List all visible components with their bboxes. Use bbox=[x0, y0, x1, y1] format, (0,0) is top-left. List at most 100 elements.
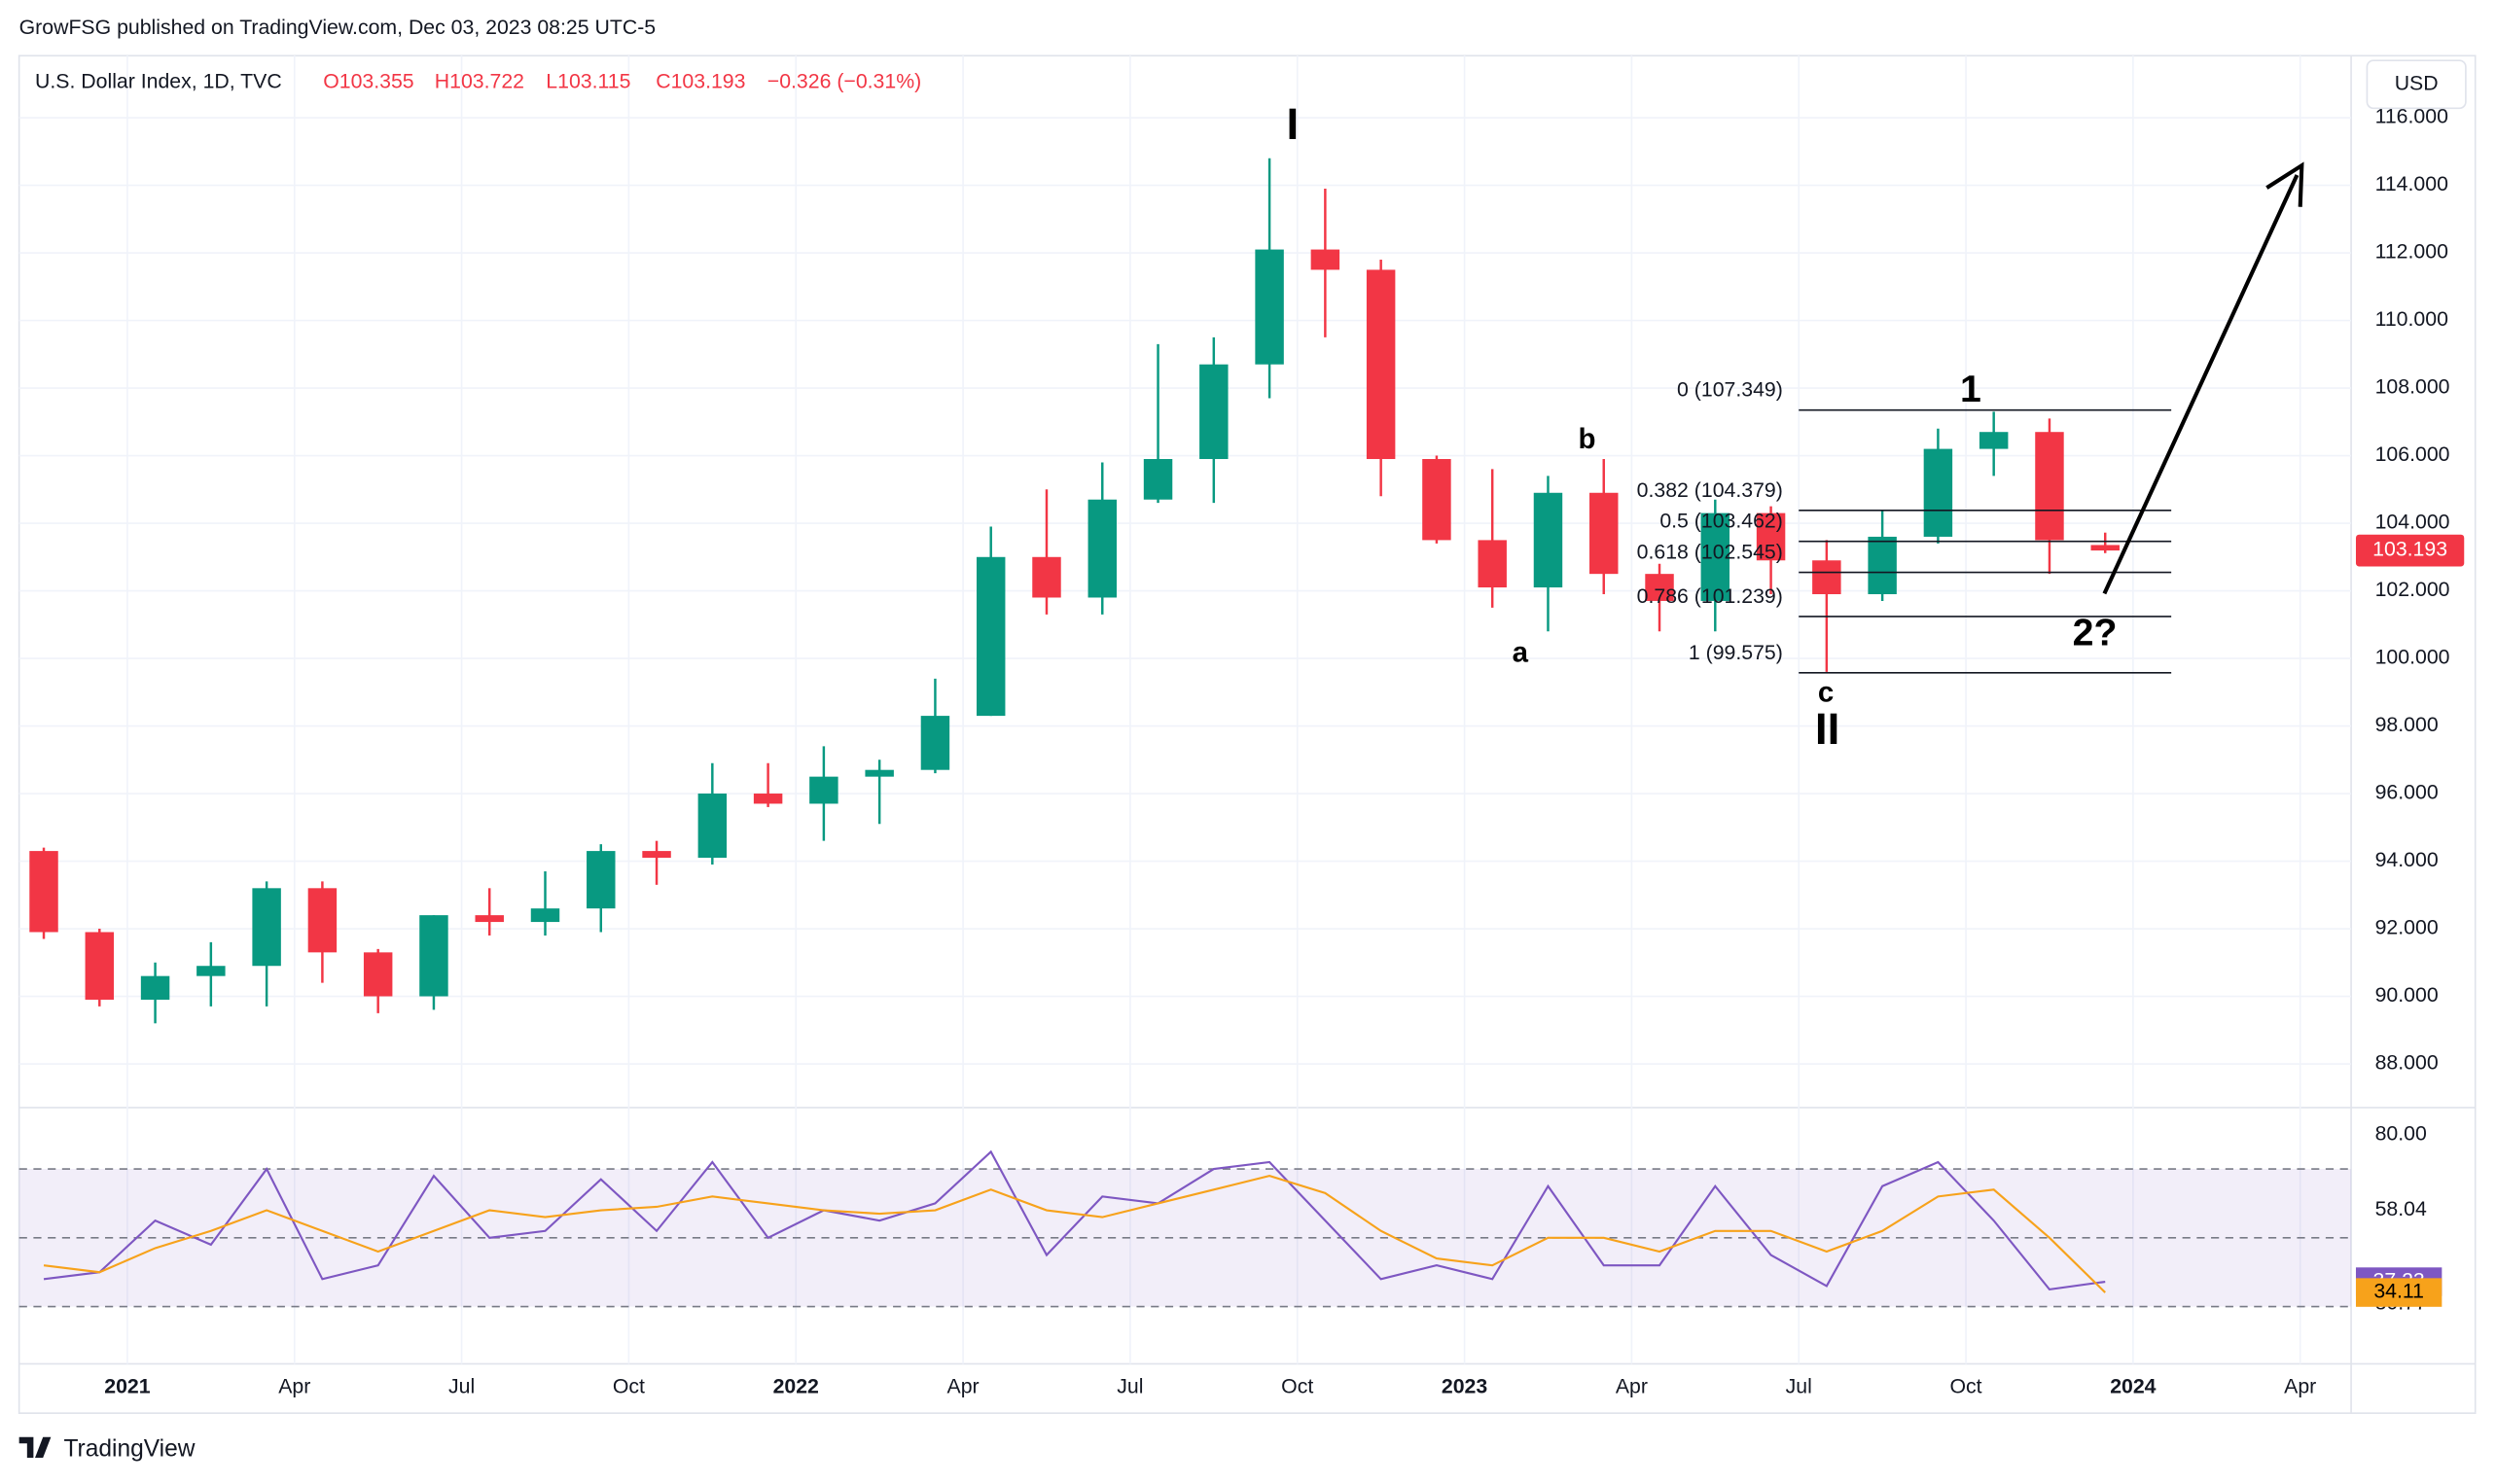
candle-body bbox=[642, 851, 671, 859]
y-tick-label: 94.000 bbox=[2375, 848, 2439, 871]
y-tick-label: 104.000 bbox=[2375, 511, 2450, 534]
wave-label: c bbox=[1818, 676, 1834, 708]
wave-label: II bbox=[1815, 704, 1839, 754]
x-tick-label: 2021 bbox=[104, 1375, 150, 1398]
x-tick-label: Jul bbox=[448, 1375, 475, 1398]
y-tick-label: 110.000 bbox=[2375, 307, 2448, 331]
ohlc-close: C103.193 bbox=[656, 70, 745, 93]
candle-body bbox=[1478, 540, 1507, 588]
x-tick-label: Apr bbox=[947, 1375, 980, 1398]
x-tick-label: 2023 bbox=[1442, 1375, 1487, 1398]
ohlc-high: H103.722 bbox=[435, 70, 524, 93]
plot: 0 (107.349) 0.382 (104.379) 0.5 (103.462) 0… bbox=[18, 158, 2352, 1308]
candle-body bbox=[1143, 459, 1173, 500]
x-tick-label: Apr bbox=[2284, 1375, 2316, 1398]
y-tick-label: 102.000 bbox=[2375, 578, 2450, 601]
candle-body bbox=[1868, 536, 1897, 595]
candle-body bbox=[252, 888, 281, 967]
x-tick-label: 2022 bbox=[773, 1375, 819, 1398]
arrow-head bbox=[2265, 161, 2304, 207]
wave-label: 1 bbox=[1960, 368, 1981, 410]
y-tick-label: 108.000 bbox=[2375, 375, 2450, 399]
y-tick-label: 88.000 bbox=[2375, 1051, 2439, 1075]
candle-body bbox=[920, 716, 950, 770]
candle-body bbox=[1422, 459, 1451, 541]
chart-frame bbox=[18, 54, 2477, 1414]
candle-body bbox=[587, 851, 616, 909]
candle-body bbox=[697, 794, 728, 859]
y-tick-label: 90.000 bbox=[2375, 983, 2439, 1007]
y-tick-label: 100.000 bbox=[2375, 646, 2450, 669]
candle-body bbox=[2090, 545, 2120, 551]
fib-label: 0.618 (102.545) bbox=[1637, 541, 1783, 564]
candle-body bbox=[1255, 249, 1284, 365]
rsi-line bbox=[43, 1149, 2106, 1291]
y-tick-label: 112.000 bbox=[2375, 240, 2448, 264]
fib-label: 0.5 (103.462) bbox=[1659, 510, 1783, 533]
last-price-label: 103.193 bbox=[2372, 538, 2447, 561]
brand: TradingView bbox=[18, 1435, 196, 1462]
publisher: GrowFSG published on TradingView.com, De… bbox=[19, 16, 656, 39]
x-tick-label: Oct bbox=[613, 1375, 645, 1398]
wave-label: b bbox=[1579, 423, 1596, 455]
y-tick-label: 92.000 bbox=[2375, 916, 2439, 939]
candle-body bbox=[1366, 269, 1396, 460]
x-tick-label: Oct bbox=[1949, 1375, 1981, 1398]
wave-label: I bbox=[1286, 99, 1299, 149]
candle-body bbox=[809, 776, 838, 804]
wave-label: 2? bbox=[2073, 611, 2118, 654]
currency-button[interactable] bbox=[2366, 59, 2467, 110]
y-tick-label: 80.00 bbox=[2375, 1121, 2427, 1145]
wave-label: a bbox=[1513, 636, 1529, 668]
candle-body bbox=[1032, 556, 1061, 598]
currency[interactable]: USD bbox=[2395, 71, 2439, 94]
change: −0.326 (−0.31%) bbox=[767, 70, 921, 93]
y-tick-label: 106.000 bbox=[2375, 442, 2450, 466]
value-badge bbox=[2355, 1278, 2443, 1307]
x-tick-label: Oct bbox=[1281, 1375, 1313, 1398]
candle-body bbox=[1310, 249, 1340, 270]
fib-label: 1 (99.575) bbox=[1689, 641, 1783, 664]
ohlc-open: O103.355 bbox=[323, 70, 413, 93]
x-tick-label: Jul bbox=[1117, 1375, 1143, 1398]
candle-body bbox=[1645, 574, 1674, 601]
candle-body bbox=[363, 952, 393, 997]
candle-body bbox=[1088, 499, 1117, 598]
legend-header: U.S. Dollar Index, 1D, TVC O103.355 H103… bbox=[35, 70, 921, 93]
candle-body bbox=[307, 888, 338, 953]
candle-body bbox=[530, 908, 560, 923]
candle-body bbox=[196, 966, 226, 976]
y-tick-label: 58.04 bbox=[2375, 1197, 2427, 1220]
grid bbox=[18, 55, 2352, 1364]
candle-body bbox=[1756, 512, 1786, 561]
wave-labels: I II a b c 1 2? bbox=[1286, 99, 2117, 754]
x-tick-label: Jul bbox=[1786, 1375, 1812, 1398]
value-badge-label: 34.11 bbox=[2373, 1280, 2424, 1303]
candle-body bbox=[140, 975, 170, 1000]
projection-arrow bbox=[2102, 174, 2300, 595]
candle-body bbox=[419, 915, 448, 997]
x-tick-label: Apr bbox=[1616, 1375, 1648, 1398]
y-tick-label: 96.000 bbox=[2375, 781, 2439, 804]
last-price-badge bbox=[2355, 534, 2465, 567]
candle-body bbox=[1533, 492, 1563, 588]
symbol: U.S. Dollar Index, 1D, TVC bbox=[35, 70, 282, 93]
candle-body bbox=[753, 794, 783, 804]
ohlc-low: L103.115 bbox=[546, 70, 630, 93]
y-tick-label: 98.000 bbox=[2375, 713, 2439, 736]
candle-body bbox=[1199, 364, 1229, 460]
candle-body bbox=[29, 851, 58, 933]
brand-logo bbox=[18, 1436, 52, 1458]
candle-body bbox=[1589, 492, 1619, 575]
x-tick-label: 2024 bbox=[2110, 1375, 2156, 1398]
axes: 2021 Apr Jul Oct 2022 Apr Jul Oct 2023 Apr Jul Oct 2… bbox=[104, 105, 2465, 1398]
brand-name: TradingView bbox=[63, 1435, 195, 1462]
fib-label: 0.382 (104.379) bbox=[1637, 478, 1783, 502]
x-tick-label: Apr bbox=[278, 1375, 310, 1398]
candle-body bbox=[865, 769, 894, 777]
candle-body bbox=[1812, 560, 1841, 595]
y-tick-label: 114.000 bbox=[2375, 172, 2448, 195]
candle-body bbox=[1700, 512, 1730, 601]
